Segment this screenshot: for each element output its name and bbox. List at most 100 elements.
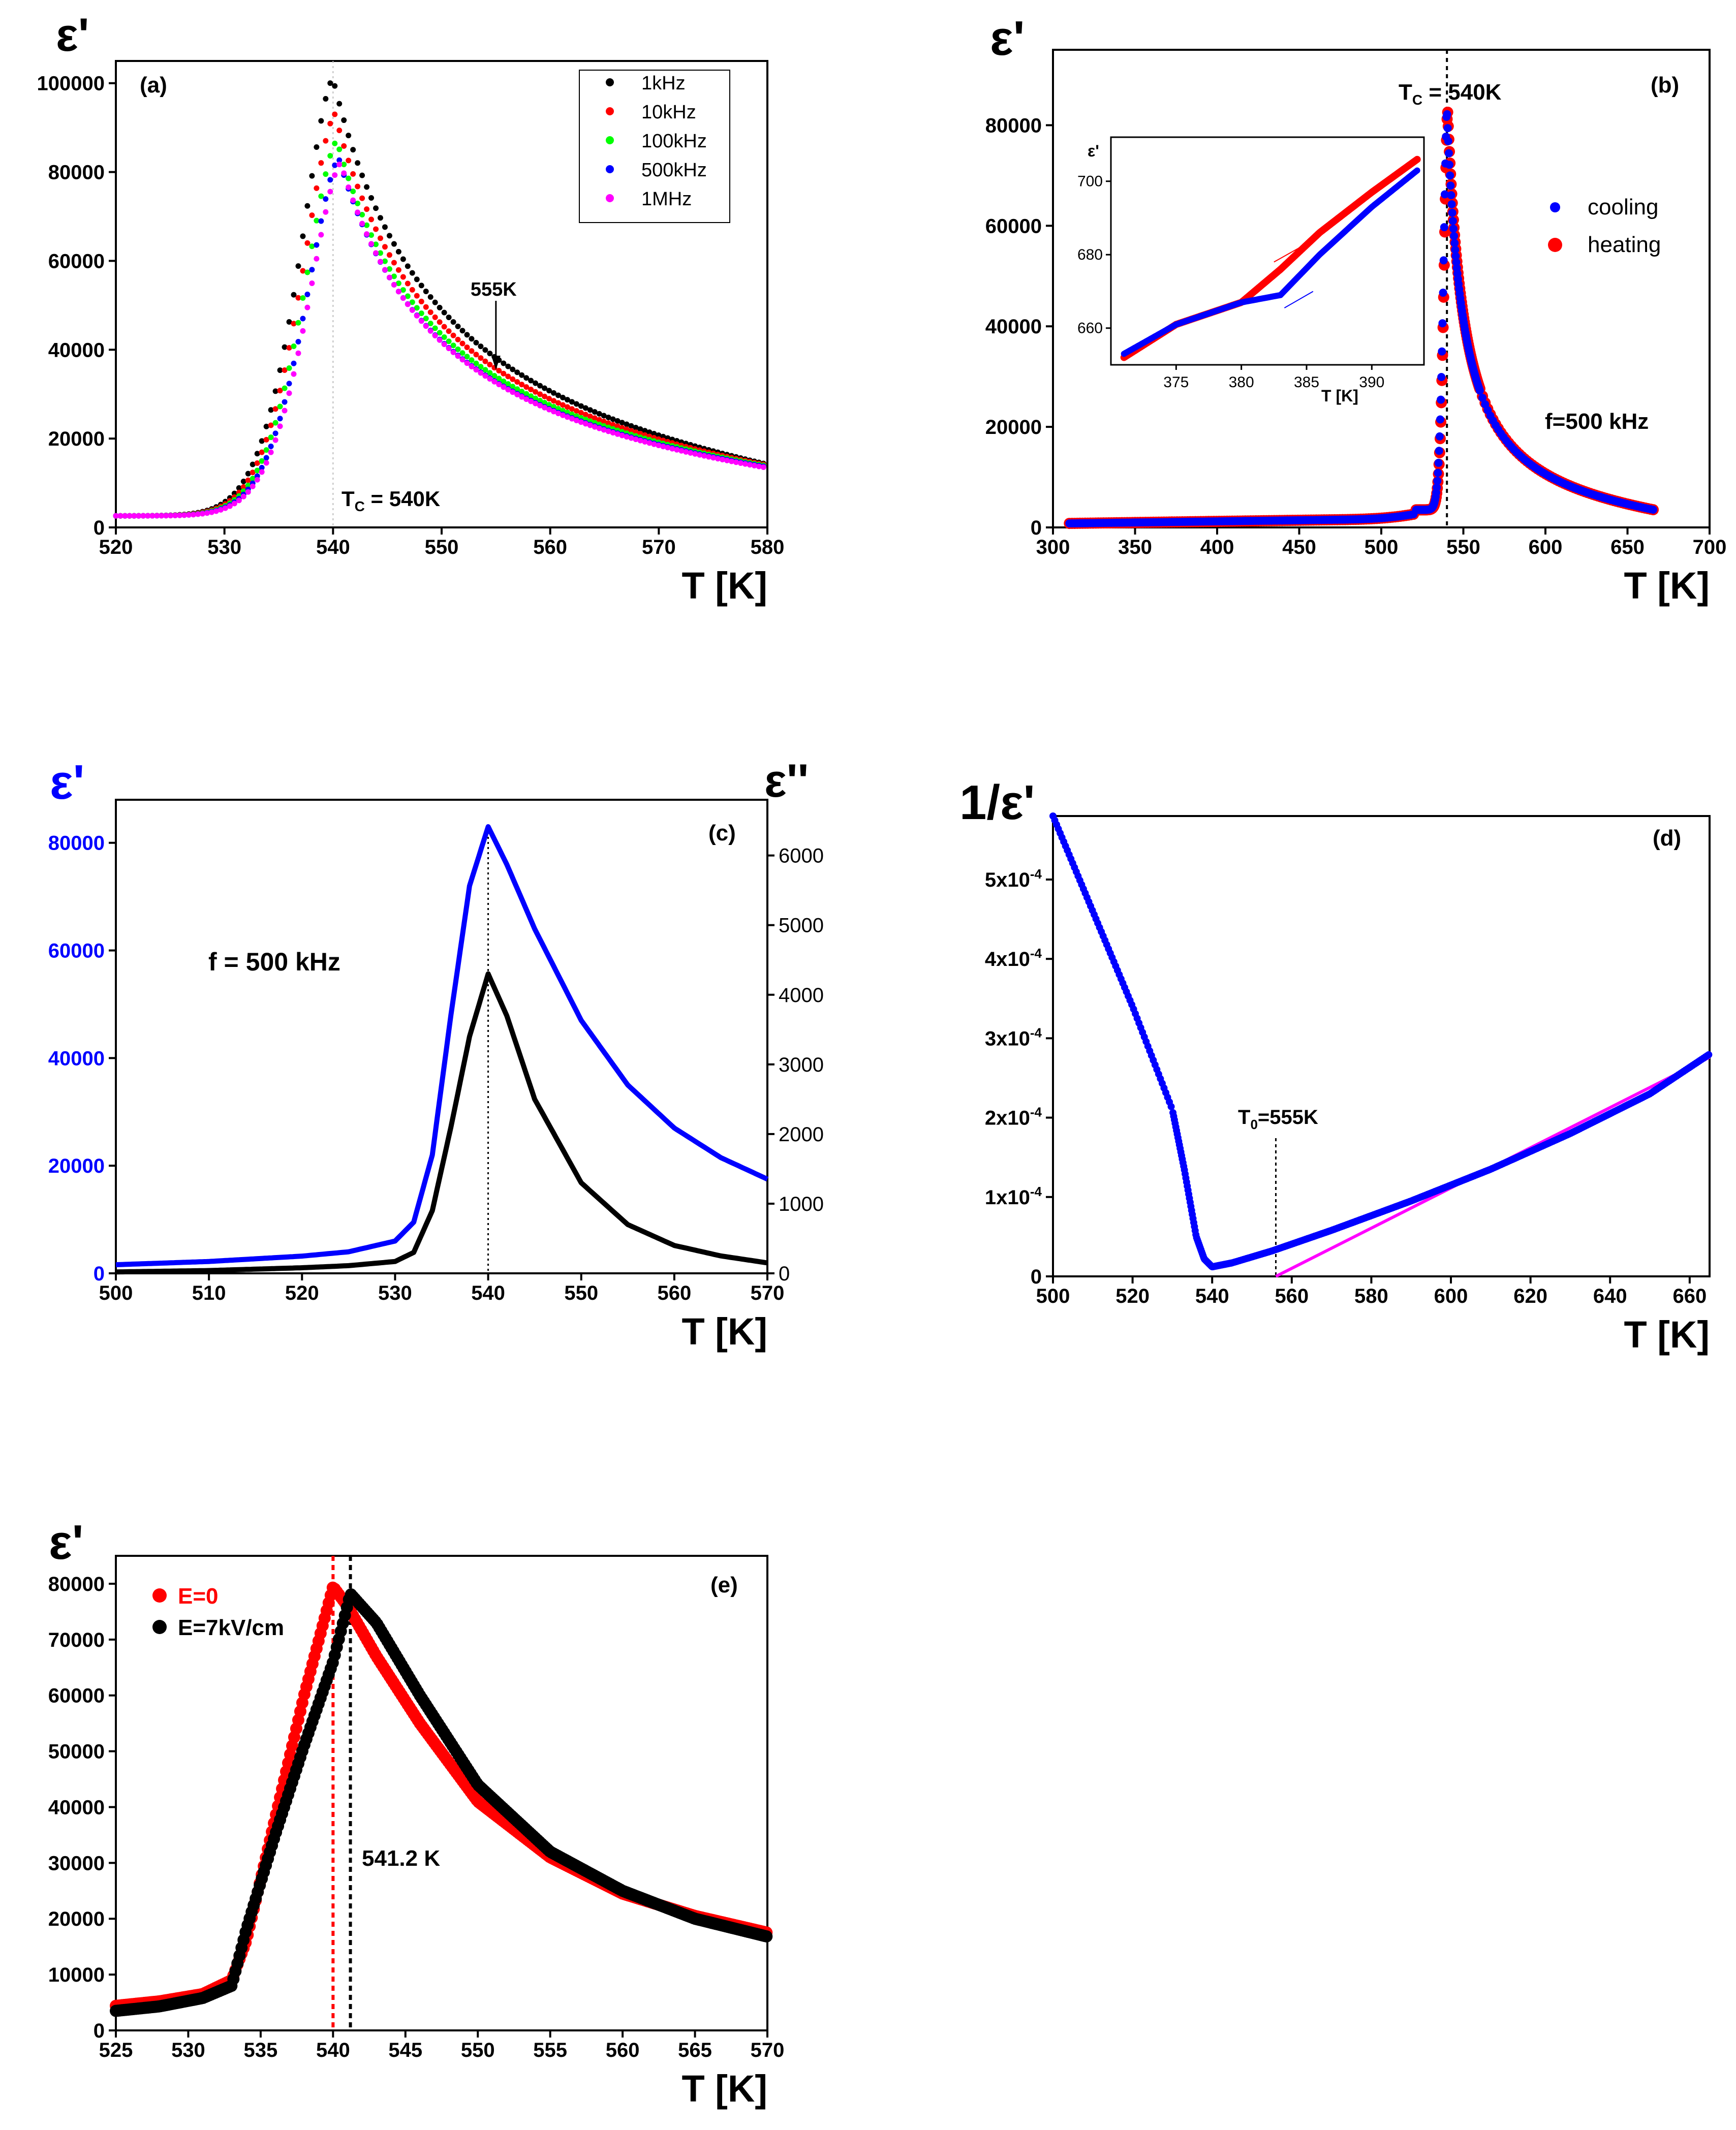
series-point-1kHz — [505, 363, 511, 369]
series-point-cooling — [1436, 415, 1444, 424]
series-point-10kHz — [314, 185, 320, 191]
series-point-100kHz — [304, 269, 311, 275]
y-right-tick-label: 0 — [779, 1263, 790, 1285]
series-point-100kHz — [551, 404, 557, 410]
series-point-10kHz — [564, 404, 570, 410]
tc-label: TC = 540K — [1399, 80, 1502, 108]
x-tick-label: 300 — [1036, 536, 1070, 558]
legend-box — [579, 70, 730, 223]
series-point-100kHz — [359, 212, 365, 218]
series-point-1MHz — [181, 512, 188, 518]
series-point-500kHz — [291, 360, 297, 366]
series-point-100kHz — [414, 305, 420, 311]
series-point-10kHz — [573, 408, 579, 414]
y-tick-label: 60000 — [48, 1685, 105, 1707]
series-point-1MHz — [569, 416, 575, 422]
series-point-10kHz — [450, 332, 456, 338]
series-point-500kHz — [282, 399, 288, 405]
series-point-1MHz — [136, 513, 142, 519]
series-point-10kHz — [505, 373, 511, 380]
x-tick-label: 540 — [1195, 1285, 1229, 1307]
series-point-1kHz — [651, 431, 657, 437]
series-point-1MHz — [487, 376, 493, 382]
series-point-100kHz — [496, 375, 502, 382]
series-point-1kHz — [309, 173, 315, 179]
series-point-1MHz — [423, 323, 429, 329]
series-point-10kHz — [364, 206, 370, 212]
series-point-100kHz — [332, 140, 338, 146]
series-point-cooling — [1443, 124, 1452, 133]
series-point-1MHz — [596, 425, 602, 431]
series-point-10kHz — [341, 143, 347, 149]
series-point-cooling — [1448, 208, 1456, 217]
series-point-1kHz — [450, 319, 456, 325]
y-right-tick-label: 1000 — [779, 1193, 824, 1215]
series-point-10kHz — [523, 384, 530, 390]
series-point-1MHz — [323, 209, 329, 215]
series-point-10kHz — [423, 304, 429, 310]
inset-y-tick-label: 700 — [1077, 173, 1103, 190]
series-point-1kHz — [240, 479, 246, 485]
legend: 1kHz 10kHz 100kHz 500kHz 1MHz — [579, 70, 730, 223]
series-point-1MHz — [254, 477, 260, 483]
legend-label: E=7kV/cm — [178, 1615, 284, 1640]
series-point-1MHz — [395, 289, 401, 295]
series-point-1MHz — [747, 462, 753, 468]
series-point-10kHz — [409, 287, 415, 293]
y-axis-title: ε' — [49, 1515, 83, 1570]
series-point-10kHz — [496, 368, 502, 374]
y-tick-label: 60000 — [985, 215, 1042, 237]
inset-heating-point — [1413, 155, 1421, 163]
series-point-1kHz — [368, 195, 375, 201]
y-tick-label: 20000 — [985, 416, 1042, 438]
series-point-500kHz — [314, 242, 320, 248]
x-tick-label: 580 — [1354, 1285, 1388, 1307]
series-point-10kHz — [254, 460, 260, 466]
series-point-10kHz — [537, 391, 543, 397]
series-point-1MHz — [737, 460, 743, 466]
series-point-1MHz — [646, 440, 653, 446]
series-point-1MHz — [582, 421, 588, 427]
series-point-100kHz — [364, 222, 370, 228]
y-tick-label: 50000 — [48, 1741, 105, 1763]
series-point-cooling — [1451, 245, 1460, 254]
series-point-1kHz — [304, 203, 311, 209]
series-point-1kHz — [455, 323, 461, 329]
series-point-10kHz — [391, 260, 397, 266]
y-tick-label: 3x10-4 — [985, 1025, 1042, 1050]
y-tick-label: 40000 — [985, 316, 1042, 338]
series-point-100kHz — [469, 357, 475, 363]
series-point-10kHz — [437, 319, 443, 325]
series-point-1kHz — [423, 288, 429, 294]
series-point-1MHz — [455, 353, 461, 359]
series-point-10kHz — [386, 252, 392, 258]
series-point-100kHz — [263, 447, 269, 453]
y-tick-label: 0 — [1031, 1266, 1042, 1288]
series-point-100kHz — [528, 393, 534, 399]
series-point-1MHz — [523, 396, 530, 402]
legend-label: heating — [1588, 232, 1661, 257]
series-point-1kHz — [291, 292, 297, 298]
series-point-10kHz — [400, 274, 406, 280]
series-point-10kHz — [619, 425, 625, 431]
series-point-1MHz — [277, 423, 283, 429]
series-point-1MHz — [259, 469, 265, 475]
series-point-1kHz — [377, 215, 383, 221]
series-point-10kHz — [377, 235, 383, 241]
series-point-1MHz — [760, 464, 766, 471]
series-point-1MHz — [587, 422, 593, 428]
series-point-100kHz — [441, 334, 447, 340]
series-point-cooling — [1435, 447, 1443, 455]
x-tick-label: 560 — [1275, 1285, 1309, 1307]
series-point-10kHz — [478, 355, 484, 361]
legend-marker — [152, 1620, 167, 1634]
series-point-1kHz — [469, 336, 475, 342]
series-point-10kHz — [272, 406, 278, 412]
plot-frame — [115, 1555, 768, 2031]
series-point-1MHz — [227, 503, 233, 509]
series-point-10kHz — [318, 160, 324, 166]
legend-marker — [606, 194, 614, 202]
x-tick-label: 530 — [207, 536, 241, 558]
series-point-500kHz — [295, 338, 301, 344]
series-point-1MHz — [427, 328, 433, 334]
